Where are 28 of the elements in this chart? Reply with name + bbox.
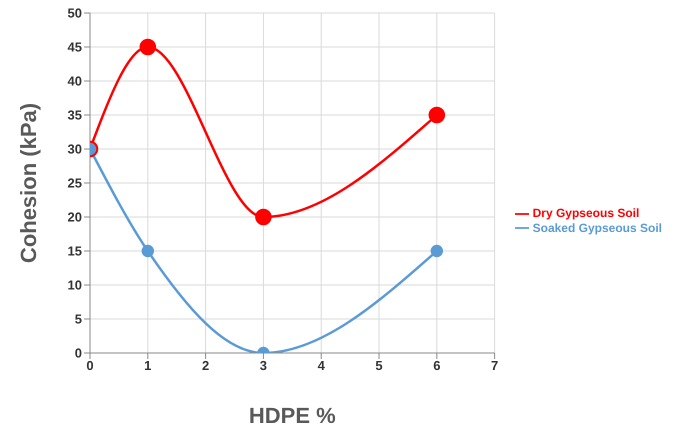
x-tick-label: 4 — [318, 358, 326, 374]
y-tick-label: 5 — [74, 312, 82, 327]
x-tick-label: 1 — [144, 358, 152, 374]
x-tick-label: 6 — [433, 358, 440, 374]
point — [428, 106, 446, 124]
x-tick-label: 0 — [86, 358, 94, 374]
y-tick-label: 10 — [68, 278, 82, 293]
x-tick-label: 2 — [202, 358, 210, 374]
x-tick-label: 3 — [260, 358, 268, 374]
y-tick-label: 40 — [68, 74, 82, 89]
y-tick-label: 25 — [68, 176, 82, 191]
x-tick-label: 5 — [375, 358, 383, 374]
point — [430, 244, 444, 258]
y-axis-title: Cohesion (kPa) — [16, 102, 41, 264]
y-tick-label: 50 — [68, 6, 82, 21]
y-tick-label: 30 — [68, 142, 82, 157]
point — [255, 208, 272, 226]
y-tick-label: 45 — [68, 40, 82, 55]
y-tick-label: 15 — [68, 244, 82, 259]
y-tick-label: 35 — [68, 108, 82, 123]
y-tick-label: 0 — [74, 346, 82, 361]
point — [140, 38, 156, 56]
point — [142, 244, 154, 258]
y-tick-label: 20 — [68, 210, 82, 225]
legend-label: Dry Gypseous Soil — [532, 206, 640, 220]
x-tick-label: 7 — [491, 358, 498, 374]
legend-label: Soaked Gypseous Soil — [532, 220, 662, 234]
x-axis-title: HDPE % — [248, 403, 336, 428]
